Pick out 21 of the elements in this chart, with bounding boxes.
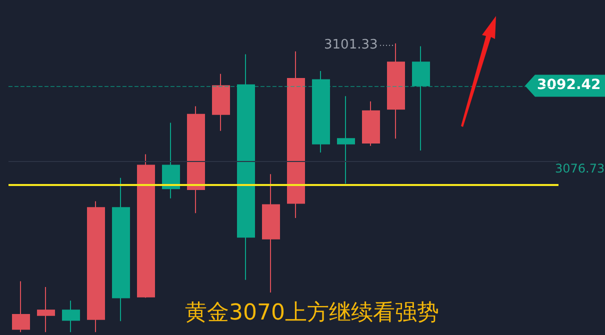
- candlestick: [37, 286, 55, 333]
- candlestick: [112, 177, 130, 322]
- candlestick: [237, 54, 255, 280]
- candlestick: [362, 100, 380, 146]
- annotation: 3101.33: [324, 37, 378, 52]
- candlestick: [262, 174, 280, 294]
- candlestick: [287, 50, 305, 219]
- candlestick: [12, 280, 30, 333]
- candlestick: [187, 106, 205, 214]
- candlestick: [337, 96, 355, 184]
- candlestick: [62, 300, 80, 333]
- candlestick: [312, 70, 330, 153]
- text: 3076.73: [555, 161, 605, 176]
- candlestick: [137, 154, 155, 298]
- candlestick: [387, 42, 405, 140]
- text: 黄金3070上方继续看强势: [185, 300, 439, 326]
- candlestick: [162, 122, 180, 199]
- candlestick: [412, 46, 430, 151]
- text: 3092.42: [537, 76, 601, 93]
- candlestick: [87, 200, 105, 333]
- candlestick: [212, 73, 230, 132]
